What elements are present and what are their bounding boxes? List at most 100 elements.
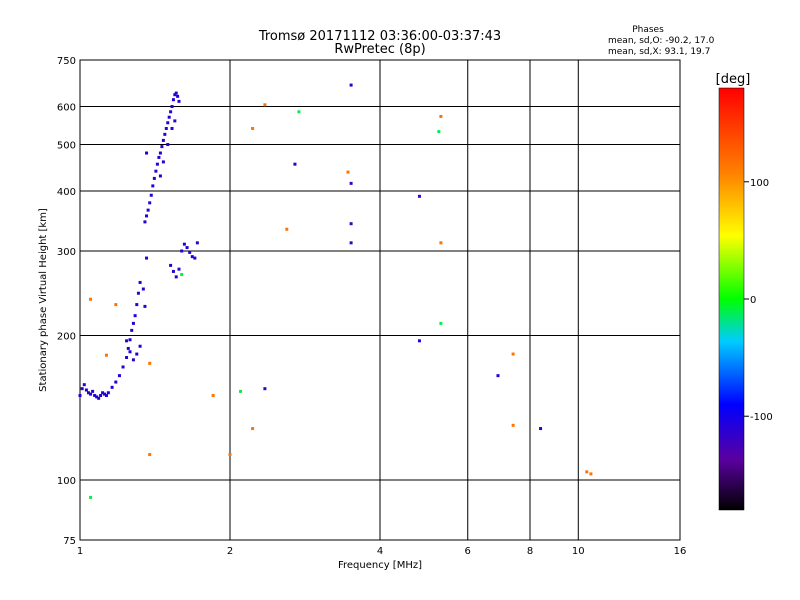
data-point: [78, 394, 82, 398]
data-point: [89, 495, 93, 499]
data-point: [135, 303, 139, 307]
data-point: [160, 145, 164, 149]
colorbar: [deg] 100 0 -100: [716, 72, 773, 511]
chart-title: Tromsø 20171112 03:36:00-03:37:43: [258, 29, 501, 44]
data-point: [190, 255, 194, 259]
plot-frame: [79, 59, 681, 541]
y-tick-label: 600: [57, 103, 76, 114]
data-point: [195, 241, 199, 245]
data-point: [228, 453, 232, 457]
x-tick-label: 10: [572, 546, 585, 557]
data-point: [349, 241, 353, 245]
data-point: [263, 387, 267, 391]
data-point: [148, 453, 152, 457]
data-point: [125, 339, 129, 343]
data-point: [171, 98, 175, 102]
data-point: [439, 241, 443, 245]
data-point: [185, 246, 189, 250]
data-point: [151, 184, 155, 188]
data-point: [166, 121, 170, 125]
x-axis: 1 2 4 6 8 10 16: [77, 546, 687, 557]
data-point: [104, 394, 108, 398]
data-point: [180, 273, 184, 277]
data-point: [417, 194, 421, 198]
data-point: [99, 394, 103, 398]
phase-legend: Phases mean, sd,O: -90.2, 17.0 mean, sd,…: [608, 25, 715, 57]
x-tick-label: 4: [377, 546, 383, 557]
colorbar-ticks: 100 0 -100: [744, 178, 773, 423]
data-point: [169, 263, 173, 267]
data-point: [157, 155, 161, 159]
legend-heading: Phases: [632, 25, 664, 35]
y-tick-label: 750: [57, 56, 76, 67]
data-point: [174, 91, 178, 95]
data-point: [145, 214, 149, 218]
data-point: [511, 352, 515, 356]
y-tick-label: 300: [57, 247, 76, 258]
y-tick-label: 75: [63, 536, 76, 547]
data-point: [173, 93, 177, 97]
data-point: [126, 346, 130, 350]
colorbar-scale: [718, 87, 745, 511]
data-point: [439, 321, 443, 325]
data-point: [293, 162, 297, 166]
data-point: [251, 427, 255, 431]
data-point: [285, 227, 289, 231]
colorbar-tick-label: 100: [750, 178, 769, 189]
data-point: [82, 383, 86, 387]
data-point: [171, 269, 175, 273]
data-point: [141, 287, 145, 291]
legend-x-stats: mean, sd,X: 93.1, 19.7: [608, 47, 710, 57]
data-point: [114, 380, 118, 384]
y-tick-label: 200: [57, 332, 76, 343]
data-point: [145, 151, 149, 155]
x-tick-label: 8: [527, 546, 533, 557]
data-point: [114, 303, 118, 307]
data-point: [97, 396, 101, 400]
data-point: [417, 339, 421, 343]
data-point: [130, 328, 134, 332]
data-point: [121, 365, 125, 369]
data-point: [170, 105, 174, 109]
data-point: [174, 275, 178, 279]
data-point: [152, 176, 156, 180]
data-point: [164, 126, 168, 130]
y-axis: 75 100 200 300 400 500 600 750: [57, 56, 76, 547]
data-point: [149, 193, 153, 197]
data-point: [170, 126, 174, 130]
data-point: [136, 291, 140, 295]
data-point: [146, 208, 150, 212]
data-point: [80, 387, 84, 391]
grid: [80, 60, 680, 540]
data-point: [138, 344, 142, 348]
data-point: [349, 222, 353, 226]
data-point: [84, 388, 88, 392]
data-point: [169, 110, 173, 114]
data-point: [511, 423, 515, 427]
data-point: [166, 143, 170, 147]
x-tick-label: 16: [674, 546, 687, 557]
x-tick-label: 6: [465, 546, 471, 557]
data-point: [143, 304, 147, 308]
data-point: [110, 385, 114, 389]
data-points: [78, 83, 593, 499]
data-point: [131, 358, 135, 362]
data-point: [131, 321, 135, 325]
data-point: [95, 395, 99, 399]
data-point: [125, 355, 129, 359]
data-point: [188, 250, 192, 254]
data-point: [161, 138, 165, 142]
y-axis-label: Stationary phase Virtual Height [km]: [38, 208, 49, 392]
data-point: [589, 472, 593, 476]
x-tick-label: 2: [227, 546, 233, 557]
data-point: [176, 94, 180, 98]
data-point: [93, 394, 97, 398]
data-point: [346, 170, 350, 174]
data-point: [167, 115, 171, 119]
colorbar-tick-label: -100: [750, 412, 773, 423]
data-point: [177, 99, 181, 103]
data-point: [496, 374, 500, 378]
colorbar-unit: [deg]: [716, 72, 751, 87]
data-point: [349, 181, 353, 185]
